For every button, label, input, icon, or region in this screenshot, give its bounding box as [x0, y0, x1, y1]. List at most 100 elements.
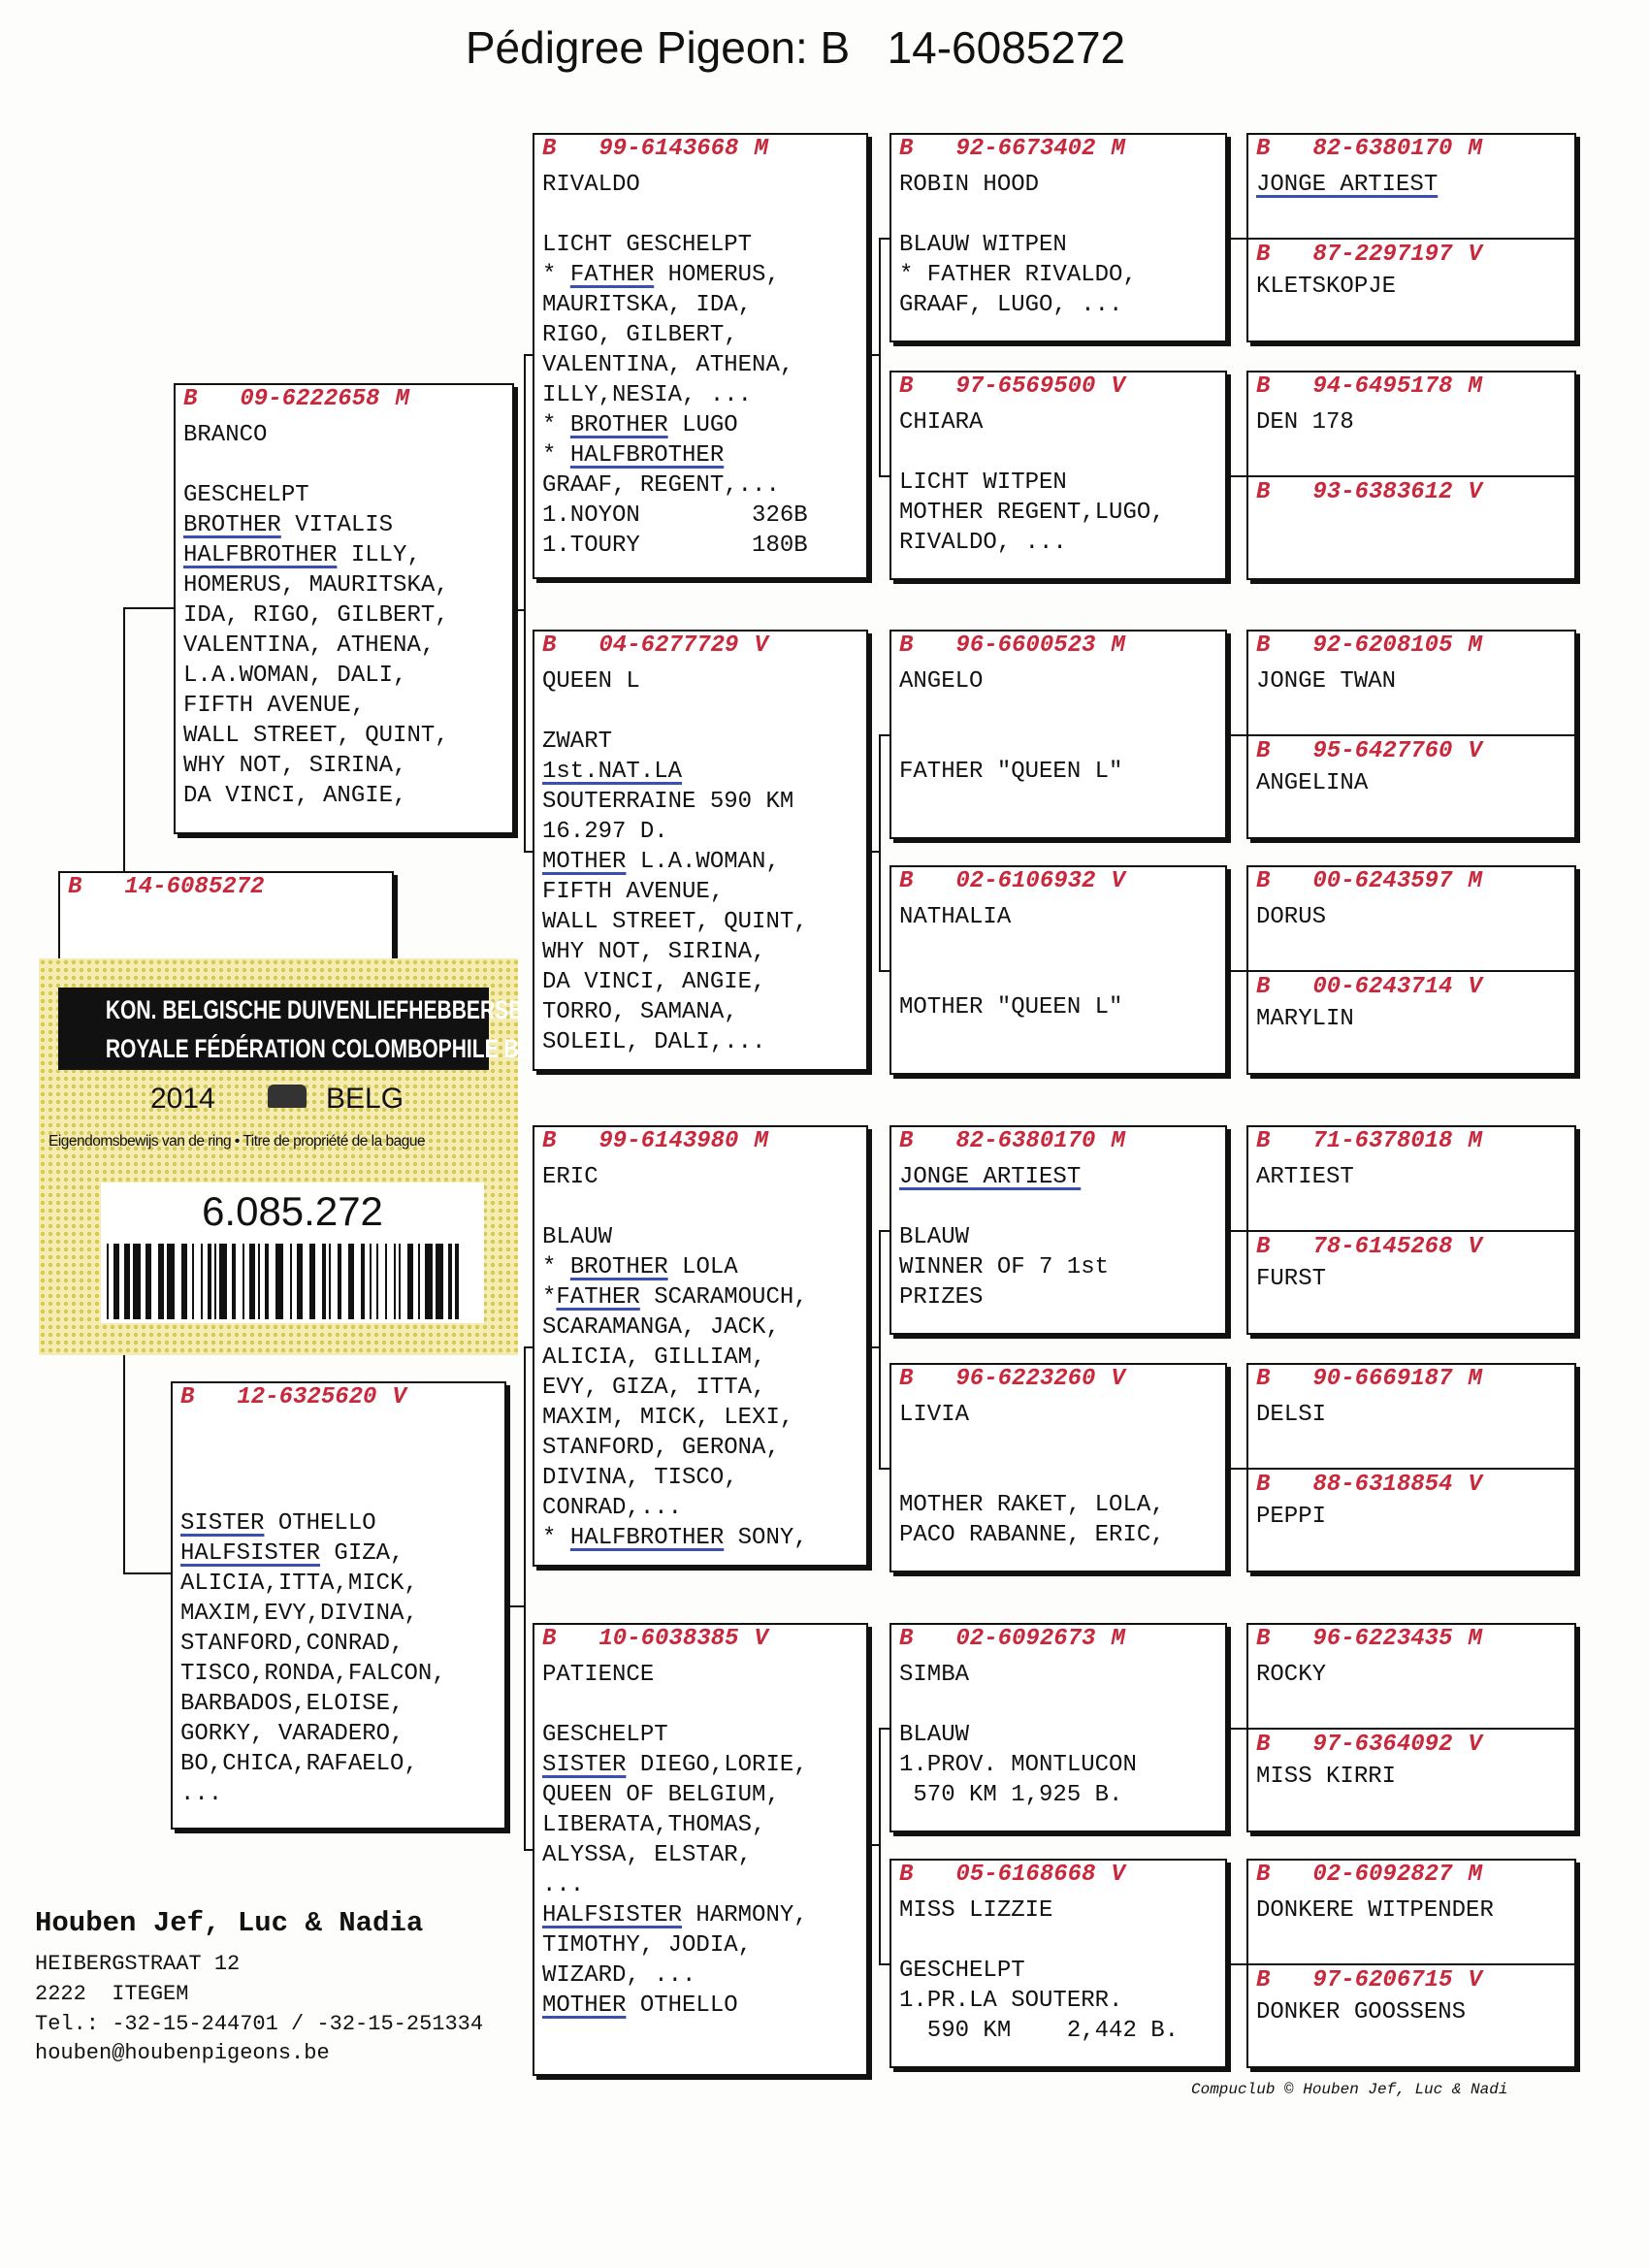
ring-prefix: B — [183, 386, 198, 412]
text-line: GORKY, VARADERO, — [180, 1721, 404, 1747]
card-year: 2014 — [150, 1083, 215, 1115]
ring-header: B 97-6206715 V — [1256, 1965, 1482, 1995]
separator — [1248, 1468, 1574, 1470]
ring-number: 92-6673402 — [955, 136, 1096, 162]
ring-header: B 82-6380170 M — [899, 1126, 1125, 1156]
ring-prefix: B — [1256, 1967, 1271, 1993]
ring-prefix: B — [899, 373, 914, 400]
ring-number: 97-6206715 — [1312, 1967, 1453, 1993]
ring-prefix: B — [1256, 479, 1271, 505]
text-line: 1.PR.LA SOUTERR. — [899, 1988, 1123, 2014]
ring-sex: M — [1468, 136, 1482, 162]
ring-prefix: B — [899, 1366, 914, 1392]
text-line: DONKERE WITPENDER — [1256, 1897, 1494, 1924]
ring-header: B 99-6143668 M — [542, 134, 768, 164]
ring-sex: M — [1468, 1128, 1482, 1154]
ring-sex: V — [1111, 373, 1125, 400]
text-line: QUEEN OF BELGIUM, — [542, 1782, 780, 1808]
barcode-bar — [275, 1244, 283, 1319]
owner-city: 2222 ITEGEM — [35, 1982, 189, 2006]
underlined-segment: BROTHER — [183, 512, 281, 538]
card-country: BELG — [326, 1083, 404, 1115]
connector-line — [524, 1849, 533, 1851]
text-line: PACO RABANNE, ERIC, — [899, 1522, 1165, 1548]
ring-sex: V — [1468, 1732, 1482, 1758]
text-segment: HARMONY, — [682, 1902, 808, 1928]
ring-header: B 93-6383612 V — [1256, 477, 1482, 507]
text-line: RIGO, GILBERT, — [542, 322, 738, 348]
text-line: MISS LIZZIE — [899, 1897, 1053, 1924]
connector-line — [879, 1468, 889, 1470]
owner-street: HEIBERGSTRAAT 12 — [35, 1952, 241, 1976]
text-segment: LOLA — [667, 1254, 738, 1280]
ring-sex: V — [754, 1626, 768, 1652]
text-line: GESCHELPT — [542, 1722, 668, 1748]
ring-header: B 00-6243714 V — [1256, 972, 1482, 1002]
card-label: 6.085.272 — [101, 1183, 484, 1323]
barcode-bar — [232, 1244, 236, 1319]
connector-line — [1227, 1963, 1246, 1965]
ring-prefix: B — [542, 1626, 557, 1652]
connector-line — [879, 1728, 881, 1963]
ring-sex: M — [1468, 1626, 1482, 1652]
pedigree-pair-box: B 02-6092827 M DONKERE WITPENDER B 97-6206715… — [1246, 1859, 1576, 2068]
text-segment: SONY, — [724, 1525, 808, 1551]
text-line: * FATHER RIVALDO, — [899, 262, 1137, 288]
separator — [1248, 734, 1574, 736]
barcode-bar — [192, 1244, 194, 1319]
text-line: 1.PROV. MONTLUCON — [899, 1752, 1137, 1778]
text-line: ERIC — [542, 1164, 598, 1190]
pedigree-pair-box: B 94-6495178 M DEN 178 B 93-6383612 V — [1246, 371, 1576, 580]
ring-header: B 14-6085272 — [68, 872, 264, 902]
text-segment: HOMERUS, — [654, 262, 780, 288]
ring-sex: M — [1468, 632, 1482, 659]
ring-number: 94-6495178 — [1312, 373, 1453, 400]
text-line: 16.297 D. — [542, 819, 668, 845]
underlined-segment: HALFBROTHER — [183, 542, 338, 568]
ring-number: 93-6383612 — [1312, 479, 1453, 505]
ring-number: 14-6085272 — [124, 874, 265, 900]
connector-line — [1227, 1230, 1246, 1232]
pedigree-pair-box: B 90-6669187 M DELSI B 88-6318854 V PEPPI — [1246, 1363, 1576, 1572]
text-segment: GIZA, — [320, 1540, 404, 1567]
pedigree-box: B 02-6106932 V NATHALIA MOTHER "QUEEN L" — [889, 865, 1227, 1075]
barcode-bar — [309, 1244, 315, 1319]
ring-number: 12-6325620 — [237, 1384, 377, 1410]
text-line: KLETSKOPJE — [1256, 274, 1397, 300]
text-line: WHY NOT, SIRINA, — [183, 753, 407, 779]
underlined-segment: MOTHER — [542, 849, 627, 875]
ring-prefix: B — [1256, 632, 1271, 659]
ring-prefix: B — [1256, 1472, 1271, 1498]
barcode-bar — [258, 1244, 260, 1319]
barcode-bar — [418, 1244, 420, 1319]
pedigree-box: B 96-6600523 M ANGELO FATHER "QUEEN L" — [889, 630, 1227, 839]
ring-prefix: B — [1256, 1128, 1271, 1154]
connector-line — [879, 238, 881, 475]
ring-prefix: B — [899, 1626, 914, 1652]
text-line: DA VINCI, ANGIE, — [183, 783, 407, 809]
ring-sex: V — [1111, 868, 1125, 894]
barcode-bar — [348, 1244, 354, 1319]
text-line: BLAUW — [899, 1224, 970, 1250]
text-line: * BROTHER LUGO — [542, 410, 738, 440]
card-line1: KON. BELGISCHE DUIVENLIEFHEBBERSBOND — [105, 995, 569, 1024]
text-line: VALENTINA, ATHENA, — [183, 632, 436, 659]
text-line: MOTHER L.A.WOMAN, — [542, 847, 780, 877]
ring-header: B 00-6243597 M — [1256, 866, 1482, 896]
card-band: KON. BELGISCHE DUIVENLIEFHEBBERSBOND ROY… — [58, 988, 574, 1070]
ring-prefix: B — [542, 1128, 557, 1154]
ring-header: B 95-6427760 V — [1256, 736, 1482, 766]
ring-header: B 87-2297197 V — [1256, 240, 1482, 270]
text-line: FATHER "QUEEN L" — [899, 759, 1123, 785]
text-line: * HALFBROTHER — [542, 440, 724, 470]
barcode-bar — [322, 1244, 326, 1319]
text-line: RIVALDO, ... — [899, 530, 1067, 556]
connector-line — [123, 607, 174, 609]
underlined-segment: HALFSISTER — [542, 1902, 683, 1928]
ring-number: 82-6380170 — [1312, 136, 1453, 162]
underlined-segment: HALFSISTER — [180, 1540, 321, 1567]
barcode-bar — [113, 1244, 119, 1319]
ring-sex: V — [392, 1384, 406, 1410]
connector-line — [1227, 475, 1246, 477]
text-segment: LUGO — [667, 412, 738, 438]
